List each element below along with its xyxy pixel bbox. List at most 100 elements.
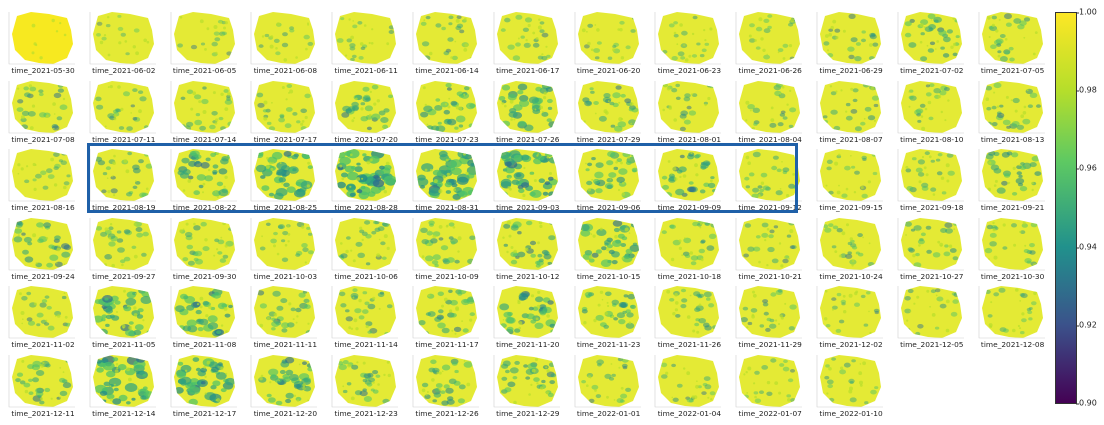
map-image [170,217,237,270]
map-image [89,286,156,339]
map-panel: time_2021-09-15 [811,147,891,217]
map-panel: time_2021-10-12 [488,216,568,286]
map-panel: time_2022-01-01 [569,353,649,423]
panel-label: time_2021-12-17 [172,408,237,418]
map-image [574,217,641,270]
panel-label: time_2021-08-10 [900,134,964,144]
map-panel: time_2021-06-26 [730,10,810,80]
map-panel: time_2021-10-21 [730,216,810,286]
map-region [173,217,235,270]
map-panel: time_2021-08-22 [165,147,245,217]
map-panel: time_2021-06-05 [165,10,245,80]
map-panel: time_2021-08-28 [326,147,406,217]
map-image [412,354,479,407]
map-image [735,217,803,270]
panel-label: time_2021-06-17 [496,66,560,75]
panel-label: time_2021-07-29 [576,134,641,144]
map-image [251,217,318,270]
map-region [335,12,397,64]
panel-label: time_2021-11-17 [415,340,479,349]
panel-label: time_2021-07-14 [172,134,237,144]
map-image [897,12,964,65]
map-panel: time_2021-10-06 [326,216,406,286]
map-panel: time_2021-12-11 [3,353,83,423]
map-image [170,149,237,202]
map-region [416,12,477,64]
map-region [254,286,316,338]
map-region [12,149,73,201]
panel-label: time_2021-11-05 [92,340,156,349]
map-image [8,149,75,202]
map-panel: time_2021-10-24 [811,216,891,286]
colorbar-gradient [1055,12,1077,404]
map-panel: time_2021-10-03 [245,216,325,286]
map-image [8,354,75,407]
map-panel: time_2021-09-09 [649,147,729,217]
panel-label: time_2021-12-14 [92,408,156,418]
map-panel: time_2021-08-07 [811,79,891,149]
map-image [735,12,803,65]
colorbar-tick: 0.94 [1076,242,1097,252]
map-image [978,286,1045,339]
map-image [978,12,1045,65]
map-image [897,217,964,270]
map-panel: time_2021-09-30 [165,216,245,286]
panel-label: time_2021-12-11 [11,408,75,418]
map-region [739,80,801,133]
panel-label: time_2021-10-30 [980,271,1045,281]
panel-label: time_2021-06-20 [576,66,641,75]
map-image [331,217,399,270]
map-image [493,149,560,202]
map-image [816,80,883,133]
map-image [493,354,560,407]
map-panel: time_2021-09-27 [84,216,164,286]
map-panel: time_2022-01-04 [649,353,729,423]
map-image [655,217,722,270]
panel-label: time_2021-11-02 [11,340,75,349]
map-panel: time_2021-10-30 [973,216,1053,286]
panel-label: time_2021-08-19 [92,203,156,212]
map-image [331,286,399,339]
panel-label: time_2021-06-14 [415,66,479,75]
map-image [412,217,479,270]
panel-label: time_2021-07-02 [900,66,964,75]
panel-label: time_2021-11-11 [253,340,318,349]
colorbar-tick: 0.90 [1076,398,1097,408]
map-image [331,12,399,65]
panel-label: time_2021-07-23 [415,134,479,144]
map-region [820,286,881,338]
map-panel: time_2021-09-24 [3,216,83,286]
panel-label: time_2021-10-24 [819,271,883,281]
panel-grid: time_2021-05-30 time_2021-06-02 time_2021-… [3,10,1053,423]
panel-label: time_2021-06-05 [172,66,237,75]
map-image [978,149,1045,202]
map-image [897,149,964,202]
map-panel: time_2021-12-14 [84,353,164,423]
map-image [170,80,237,133]
map-image [89,80,156,133]
map-image [331,149,399,202]
map-image [412,149,479,202]
panel-label: time_2021-12-02 [819,340,883,349]
map-panel: time_2021-12-23 [326,353,406,423]
map-image [655,80,722,133]
map-image [8,12,75,65]
map-region [900,80,962,133]
map-panel: time_2022-01-07 [730,353,810,423]
map-region [92,12,154,64]
panel-label: time_2021-12-29 [496,408,560,418]
map-panel: time_2021-11-20 [488,284,568,354]
panel-label: time_2021-06-11 [334,66,398,75]
panel-label: time_2021-05-30 [11,66,75,75]
map-image [574,80,641,133]
map-region [658,217,720,270]
highlight-box [87,143,798,213]
map-panel: time_2021-09-12 [730,147,810,217]
map-image [816,217,883,270]
map-panel: time_2021-11-29 [730,284,810,354]
map-panel: time_2021-12-08 [973,284,1053,354]
map-panel: time_2021-12-05 [892,284,972,354]
map-image [251,80,318,133]
map-panel: time_2021-11-11 [245,284,325,354]
map-image [89,12,156,65]
